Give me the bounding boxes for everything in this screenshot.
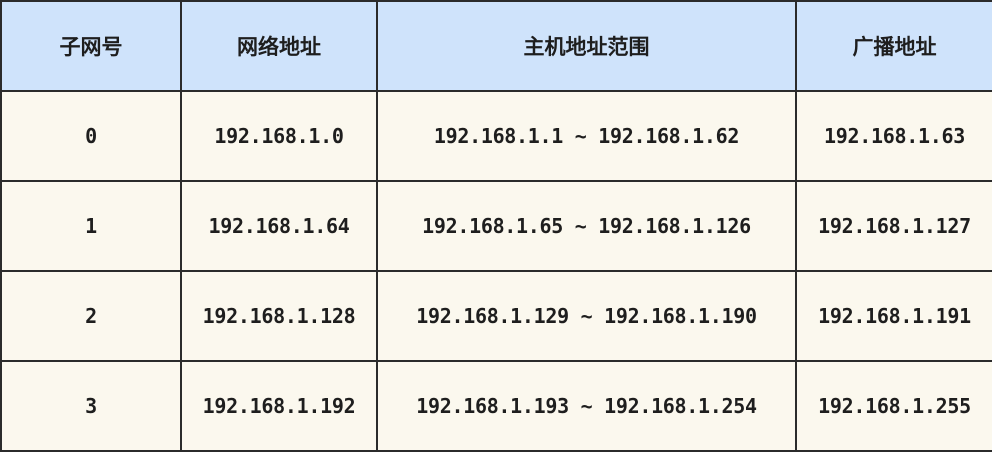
subnet-number: 0 [0, 90, 182, 182]
host-range: 192.168.1.129 ~ 192.168.1.190 [376, 270, 797, 362]
header-row: 子网号 网络地址 主机地址范围 广播地址 [0, 0, 992, 92]
table-row: 0 192.168.1.0 192.168.1.1 ~ 192.168.1.62… [0, 90, 992, 182]
host-range: 192.168.1.1 ~ 192.168.1.62 [376, 90, 797, 182]
table-row: 2 192.168.1.128 192.168.1.129 ~ 192.168.… [0, 270, 992, 362]
network-address: 192.168.1.192 [180, 360, 378, 452]
subnet-number: 1 [0, 180, 182, 272]
header-subnet-number: 子网号 [0, 0, 182, 92]
broadcast-address: 192.168.1.63 [795, 90, 992, 182]
broadcast-address: 192.168.1.255 [795, 360, 992, 452]
subnet-number: 3 [0, 360, 182, 452]
host-range: 192.168.1.65 ~ 192.168.1.126 [376, 180, 797, 272]
broadcast-address: 192.168.1.191 [795, 270, 992, 362]
subnet-number: 2 [0, 270, 182, 362]
host-range: 192.168.1.193 ~ 192.168.1.254 [376, 360, 797, 452]
network-address: 192.168.1.128 [180, 270, 378, 362]
broadcast-address: 192.168.1.127 [795, 180, 992, 272]
network-address: 192.168.1.64 [180, 180, 378, 272]
table-row: 1 192.168.1.64 192.168.1.65 ~ 192.168.1.… [0, 180, 992, 272]
header-broadcast-address: 广播地址 [795, 0, 992, 92]
header-host-range: 主机地址范围 [376, 0, 797, 92]
network-address: 192.168.1.0 [180, 90, 378, 182]
header-network-address: 网络地址 [180, 0, 378, 92]
table-row: 3 192.168.1.192 192.168.1.193 ~ 192.168.… [0, 360, 992, 452]
